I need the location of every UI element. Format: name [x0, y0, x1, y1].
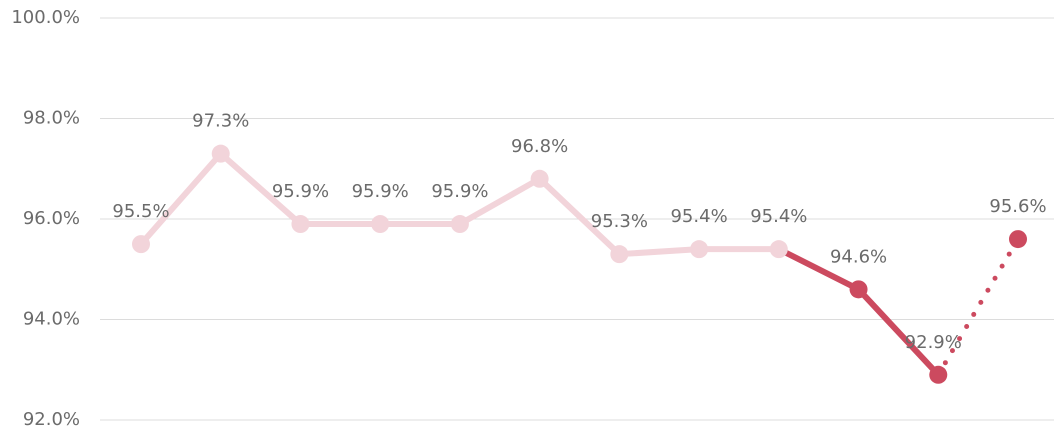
- line-highlight: [775, 246, 942, 378]
- point: [371, 215, 390, 234]
- point: [690, 240, 709, 259]
- point: [530, 169, 549, 188]
- data-label: 94.6%: [830, 246, 887, 267]
- data-label: 97.3%: [192, 111, 249, 132]
- y-tick-label: 92.0%: [23, 409, 80, 430]
- line-forecast: [935, 236, 1021, 378]
- data-label: 95.9%: [431, 181, 488, 202]
- point: [929, 365, 948, 384]
- y-tick-label: 94.0%: [23, 309, 80, 330]
- data-label: 95.4%: [750, 206, 807, 227]
- data-label: 95.9%: [272, 181, 329, 202]
- data-label: 95.9%: [352, 181, 409, 202]
- point: [610, 245, 629, 264]
- point: [132, 235, 150, 254]
- point: [1009, 230, 1027, 249]
- data-label: 95.4%: [670, 206, 727, 227]
- y-tick-label: 96.0%: [23, 208, 80, 229]
- data-label: 95.6%: [989, 196, 1046, 217]
- point: [291, 215, 310, 234]
- y-tick-label: 98.0%: [23, 108, 80, 129]
- line-base: [138, 150, 782, 258]
- point: [211, 144, 230, 163]
- data-label: 95.3%: [591, 211, 648, 232]
- point: [450, 215, 469, 234]
- data-label: 95.5%: [112, 201, 169, 222]
- y-tick-label: 100.0%: [11, 7, 80, 28]
- point: [769, 240, 788, 259]
- point: [849, 280, 868, 299]
- data-label: 96.8%: [511, 136, 568, 157]
- data-label: 92.9%: [905, 332, 962, 353]
